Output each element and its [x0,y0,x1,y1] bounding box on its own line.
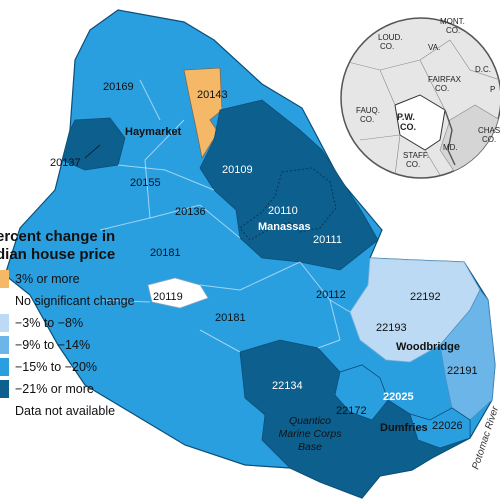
zip-area-22026[interactable] [409,407,471,449]
svg-text:Base: Base [298,441,322,453]
zip-label-20109: 20109 [222,164,253,176]
zip-label-20143: 20143 [197,89,228,101]
zip-label-20112: 20112 [316,289,346,301]
legend-swatch [0,402,9,420]
svg-text:CO.: CO. [446,26,460,35]
inset-map: LOUD. CO. MONT. CO. VA. FAIRFAX CO. D.C.… [340,17,500,179]
zip-label-20181-south: 20181 [215,312,246,324]
svg-text:CO.: CO. [406,160,420,169]
legend-label: −9% to −14% [15,338,91,352]
zip-label-20155: 20155 [130,177,161,189]
svg-text:LOUD.: LOUD. [378,33,402,42]
svg-text:FAIRFAX: FAIRFAX [428,75,462,84]
legend-item: −3% to −8% [0,312,170,334]
svg-text:STAFF.: STAFF. [403,151,429,160]
legend-label: −15% to −20% [15,360,98,374]
leader-line-20137 [84,144,101,159]
svg-text:P.W.: P.W. [397,112,415,122]
zip-label-22026: 22026 [432,420,463,432]
zip-label-20111: 20111 [313,234,342,246]
legend-item: No significant change [0,290,170,312]
svg-text:Quantico: Quantico [289,415,331,427]
svg-text:FAUQ.: FAUQ. [356,106,380,115]
svg-text:P: P [490,85,495,94]
legend-swatch [0,380,9,398]
zip-label-20137: 20137 [50,157,81,169]
svg-text:MD.: MD. [443,143,458,152]
manassas-city-outline [239,167,337,241]
zip-label-20136: 20136 [175,206,206,218]
zip-label-20169: 20169 [103,81,134,93]
svg-text:CO.: CO. [360,115,374,124]
legend-swatch [0,358,9,376]
legend-label: Data not available [15,404,116,418]
zip-label-22191: 22191 [447,365,478,377]
zip-label-20181-north: 20181 [150,247,181,259]
svg-text:CO.: CO. [435,84,449,93]
legend-swatch [0,336,9,354]
legend-title-line2: dian house price [0,246,116,263]
legend-swatch [0,270,9,288]
zip-labels: 20169 20143 20137 20109 20155 20110 2013… [50,81,478,432]
place-manassas: Manassas [258,221,311,233]
zip-area-20109-20110-20111[interactable] [199,99,379,271]
zip-label-22172: 22172 [336,405,367,417]
legend-item: −15% to −20% [0,356,170,378]
legend-label: No significant change [15,294,135,308]
svg-text:CHAS: CHAS [478,126,500,135]
zip-label-22192: 22192 [410,291,441,303]
svg-text:MONT.: MONT. [440,17,465,26]
svg-text:Marine Corps: Marine Corps [278,428,342,440]
legend-title-line1: ercent change in [0,228,116,245]
zip-label-20110: 20110 [268,205,298,217]
place-woodbridge: Woodbridge [396,341,460,353]
quantico-label: Quantico Marine Corps Base [278,415,342,453]
place-haymarket: Haymarket [125,126,182,138]
svg-text:CO.: CO. [482,135,496,144]
zip-label-20119: 20119 [153,291,183,303]
zip-label-22134: 22134 [272,380,303,392]
svg-text:CO.: CO. [380,42,394,51]
legend-item: −9% to −14% [0,334,170,356]
legend-item: 3% or more [0,268,170,290]
legend-swatch [0,314,9,332]
legend-item: −21% or more [0,378,170,400]
svg-text:D.C.: D.C. [475,65,491,74]
legend-label: −21% or more [15,382,94,396]
legend-label: 3% or more [15,272,80,286]
svg-text:CO.: CO. [400,122,416,132]
place-dumfries: Dumfries [380,422,428,434]
legend: ercent change in dian house price 3% or … [0,228,170,422]
zip-area-20119[interactable] [147,277,209,309]
zip-boundaries [99,79,351,353]
zip-area-22172[interactable] [334,364,389,421]
svg-text:VA.: VA. [428,43,440,52]
legend-label: −3% to −8% [15,316,84,330]
zip-area-22191[interactable] [439,289,496,421]
zip-label-22193: 22193 [376,322,407,334]
zip-area-20137[interactable] [61,117,126,171]
legend-swatch [0,292,9,310]
zip-label-22025: 22025 [383,391,414,403]
legend-item: Data not available [0,400,170,422]
